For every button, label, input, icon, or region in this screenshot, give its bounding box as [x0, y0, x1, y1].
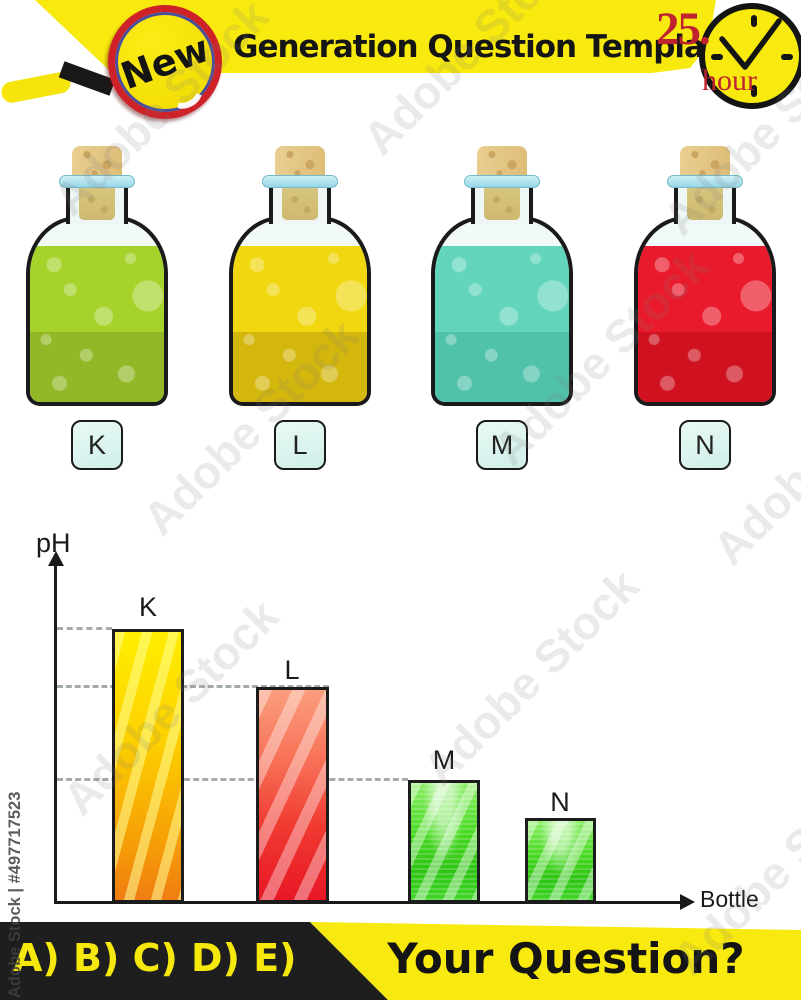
bottle-body — [634, 216, 776, 406]
bottle-neck — [66, 186, 128, 224]
clock-tick — [751, 85, 757, 97]
clock-number: 25. — [656, 3, 711, 55]
bottle-ring — [262, 175, 338, 188]
bottle-label-chip: N — [679, 420, 731, 470]
liquid — [435, 246, 569, 402]
bottle-m: M — [427, 146, 577, 476]
bottle-label-chip: K — [71, 420, 123, 470]
clock-tick — [751, 15, 757, 27]
cork-in-neck — [79, 186, 115, 220]
footer-band-yellow — [310, 922, 801, 1000]
dashed-guide-l — [57, 685, 329, 688]
bottle-neck — [674, 186, 736, 224]
bottle-body — [431, 216, 573, 406]
cork-icon — [680, 146, 730, 180]
liquid — [638, 246, 772, 402]
bottle-neck — [269, 186, 331, 224]
clock-tick — [781, 54, 793, 60]
cork-in-neck — [282, 186, 318, 220]
x-axis-arrow-icon — [680, 894, 695, 910]
footer-band: A) B) C) D) E) Your Question? — [0, 900, 801, 1000]
cork-in-neck — [687, 186, 723, 220]
bar-label-n: N — [550, 787, 570, 817]
answer-options-label: A) B) C) D) E) — [13, 936, 297, 980]
header-title: Generation Question Template — [233, 29, 739, 65]
liquid — [30, 246, 164, 402]
bottle-ring — [464, 175, 540, 188]
dashed-guide-m — [57, 778, 408, 781]
bar-label-m: M — [432, 745, 456, 775]
bar-m — [408, 780, 480, 903]
y-axis-arrow-icon — [48, 551, 64, 566]
bar-k — [112, 629, 184, 903]
cork-icon — [477, 146, 527, 180]
bottle-label-chip: M — [476, 420, 528, 470]
bottle-neck — [471, 186, 533, 224]
clock-tick — [711, 54, 723, 60]
bottle-n: N — [630, 146, 780, 476]
bottle-ring — [667, 175, 743, 188]
y-axis — [54, 564, 57, 904]
cork-icon — [275, 146, 325, 180]
magnifier-new-badge: New — [108, 5, 222, 119]
clock-unit: hour — [702, 64, 757, 97]
x-axis — [54, 901, 682, 904]
your-question-label: Your Question? — [387, 934, 745, 983]
bar-l — [256, 687, 329, 903]
bar-label-l: L — [284, 655, 300, 685]
cork-icon — [72, 146, 122, 180]
bottle-ring — [59, 175, 135, 188]
bottle-body — [26, 216, 168, 406]
bottle-body — [229, 216, 371, 406]
x-axis-label: Bottle — [700, 886, 759, 912]
cork-in-neck — [484, 186, 520, 220]
dashed-guide-k — [57, 627, 112, 630]
bar-n — [525, 818, 596, 903]
bottle-l: L — [225, 146, 375, 476]
bottle-k: K — [22, 146, 172, 476]
liquid — [233, 246, 367, 402]
bottle-label-chip: L — [274, 420, 326, 470]
bar-label-k: K — [138, 592, 158, 622]
clock-icon — [699, 3, 801, 109]
clock-hands-icon — [719, 18, 782, 70]
